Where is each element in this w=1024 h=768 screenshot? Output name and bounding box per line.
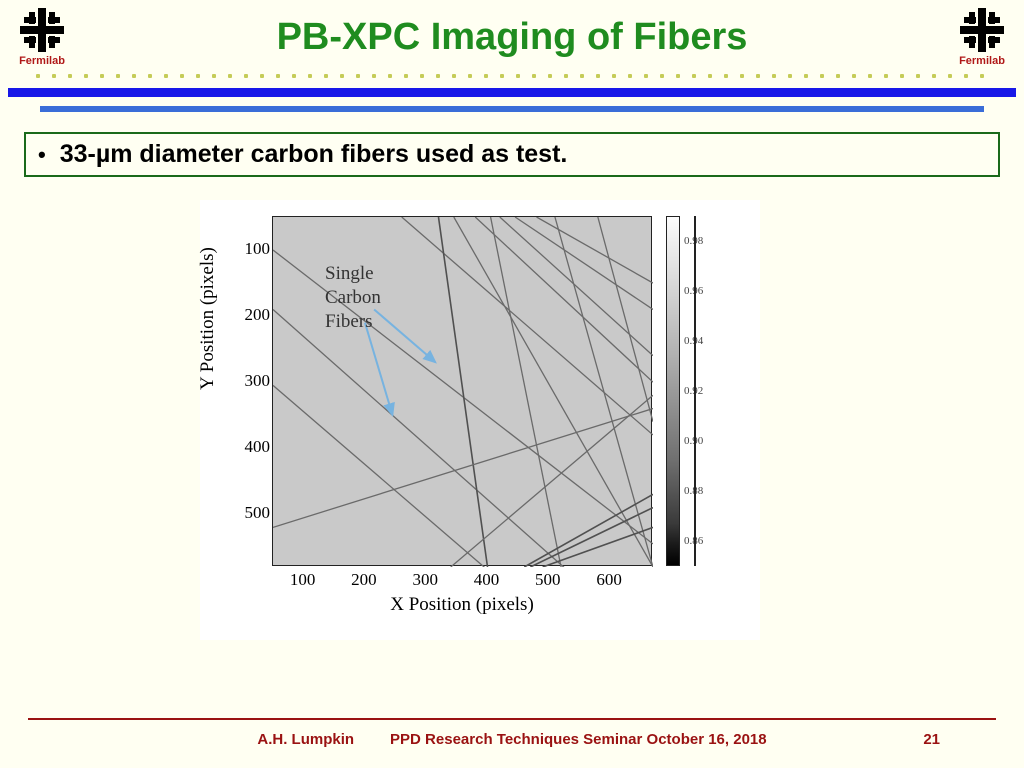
footer-rule xyxy=(28,718,996,720)
footer-author: A.H. Lumpkin xyxy=(257,731,354,748)
x-axis-label: X Position (pixels) xyxy=(272,594,652,616)
annotation-text: SingleCarbonFibers xyxy=(325,262,381,333)
slide-title: PB-XPC Imaging of Fibers xyxy=(0,16,1024,59)
bullet-marker: • xyxy=(38,142,46,168)
rule-primary xyxy=(8,88,1016,97)
plot-area: SingleCarbonFibers xyxy=(272,216,652,566)
footer-page: 21 xyxy=(923,731,940,748)
colorbar xyxy=(666,216,680,566)
y-ticks: 100200300400500 xyxy=(236,216,270,566)
colorbar-frame xyxy=(694,216,696,566)
footer-event: PPD Research Techniques Seminar October … xyxy=(390,731,767,748)
y-axis-label: Y Position (pixels) xyxy=(197,247,219,390)
footer: A.H. Lumpkin PPD Research Techniques Sem… xyxy=(28,731,996,748)
bullet-box: • 33-µm diameter carbon fibers used as t… xyxy=(24,132,1000,177)
title-dots xyxy=(30,72,994,80)
rule-secondary xyxy=(40,106,984,112)
figure: Y Position (pixels) 100200300400500 Sing… xyxy=(200,200,760,640)
x-ticks: 100200300400500600 xyxy=(272,570,652,594)
bullet-text: 33-µm diameter carbon fibers used as tes… xyxy=(60,140,568,169)
